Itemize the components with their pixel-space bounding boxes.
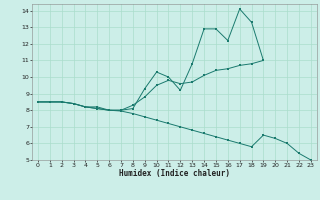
X-axis label: Humidex (Indice chaleur): Humidex (Indice chaleur) — [119, 169, 230, 178]
